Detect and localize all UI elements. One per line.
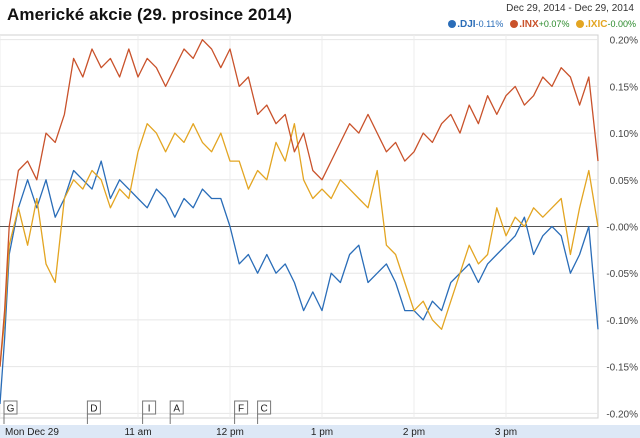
y-axis-labels: 0.20% 0.15% 0.10% 0.05% -0.00% -0.05% -0.10% -0… <box>606 36 638 421</box>
series-line-ixic[interactable] <box>0 123 599 367</box>
chart-title: Americké akcie (29. prosince 2014) <box>7 5 293 24</box>
legend-item-dji[interactable]: .DJI-0.11% <box>448 19 506 30</box>
legend-symbol-ixic: .IXIC <box>585 19 608 30</box>
x-tick-label: 11 am <box>124 427 151 438</box>
x-tick-label: 2 pm <box>403 427 425 438</box>
x-tick-label: Mon Dec 29 <box>5 427 59 438</box>
legend-dot-ixic <box>576 20 585 28</box>
y-tick-label: -0.20% <box>606 409 638 420</box>
svg-text:I: I <box>148 404 151 415</box>
event-flag-g[interactable]: G <box>3 400 18 424</box>
y-tick-label: -0.00% <box>606 223 638 234</box>
legend-change-dji: -0.11% <box>475 19 504 29</box>
legend-change-ixic: -0.00% <box>607 19 636 29</box>
legend-dot-dji <box>448 20 457 28</box>
y-tick-label: 0.15% <box>610 82 638 93</box>
series-line-inx[interactable] <box>0 39 599 367</box>
legend-symbol-inx: .INX <box>519 19 539 30</box>
y-tick-label: 0.20% <box>610 36 638 47</box>
legend-dot-inx <box>510 20 519 28</box>
event-flag-d[interactable]: D <box>86 400 101 424</box>
x-tick-label: 12 pm <box>216 427 244 438</box>
svg-text:C: C <box>260 404 267 415</box>
y-tick-label: -0.05% <box>606 269 638 280</box>
legend-item-ixic[interactable]: .IXIC-0.00% <box>576 19 636 30</box>
svg-text:F: F <box>238 404 244 415</box>
y-tick-label: 0.10% <box>610 129 638 140</box>
y-tick-label: -0.10% <box>606 316 638 327</box>
legend-change-inx: +0.07% <box>538 19 570 29</box>
event-flag-a[interactable]: A <box>169 400 184 424</box>
x-tick-label: 3 pm <box>495 427 517 438</box>
legend-item-inx[interactable]: .INX+0.07% <box>510 19 572 30</box>
event-flag-i[interactable]: I <box>142 400 157 424</box>
legend-symbol-dji: .DJI <box>457 19 476 30</box>
x-tick-label: 1 pm <box>311 427 333 438</box>
y-tick-label: -0.15% <box>606 363 638 374</box>
event-flag-f[interactable]: F <box>234 400 249 424</box>
timeline-bar[interactable] <box>0 425 640 438</box>
legend: .DJI-0.11% .INX+0.07% .IXIC-0.00% <box>444 19 636 30</box>
svg-text:A: A <box>173 404 180 415</box>
x-axis-labels: Mon Dec 29 11 am 12 pm 1 pm 2 pm 3 pm <box>5 427 517 438</box>
svg-text:D: D <box>90 404 97 415</box>
svg-text:G: G <box>7 404 15 415</box>
date-range[interactable]: Dec 29, 2014 - Dec 29, 2014 <box>506 3 634 14</box>
series-lines <box>0 39 599 405</box>
y-tick-label: 0.05% <box>610 176 638 187</box>
series-line-dji[interactable] <box>0 160 599 405</box>
event-flag-c[interactable]: C <box>257 400 272 424</box>
